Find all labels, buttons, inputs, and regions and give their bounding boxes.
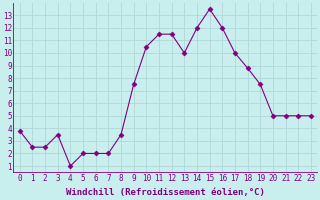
X-axis label: Windchill (Refroidissement éolien,°C): Windchill (Refroidissement éolien,°C)	[66, 188, 265, 197]
